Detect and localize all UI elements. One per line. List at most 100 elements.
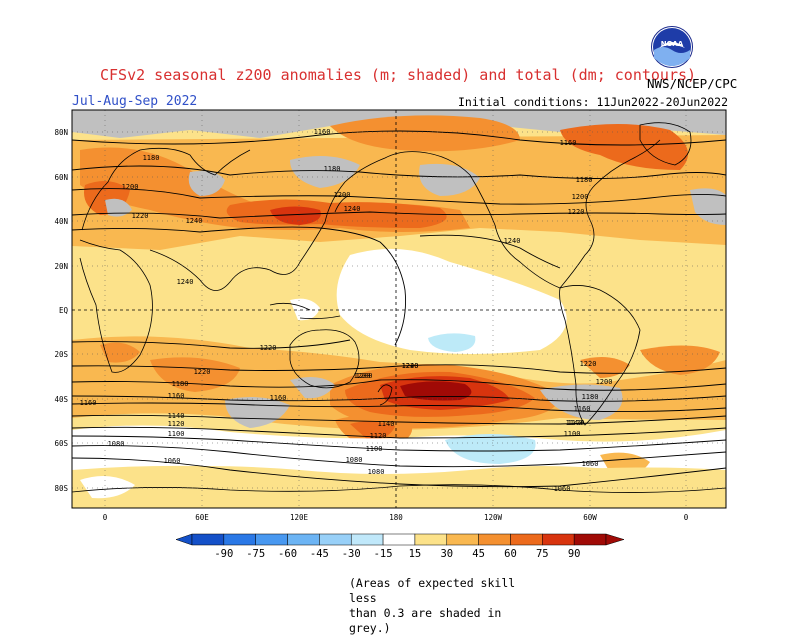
logo-bird <box>659 42 685 48</box>
contour-label: 1240 <box>402 362 419 370</box>
contour-label: 1100 <box>366 445 383 453</box>
colorbar-swatch <box>223 533 256 546</box>
shading-grey-sh-3 <box>290 376 335 399</box>
colorbar-label: 30 <box>440 548 453 560</box>
contour-label: 1200 <box>334 191 351 199</box>
contour-label: 1060 <box>582 460 599 468</box>
contour-label: 1200 <box>354 372 371 380</box>
caption-line-1: (Areas of expected skill less <box>349 576 516 605</box>
colorbar-label: -75 <box>246 548 265 560</box>
colorbar-swatch <box>287 533 320 546</box>
contour-label: 1160 <box>168 392 185 400</box>
lon-label: 180 <box>389 513 403 522</box>
contour-label: 1180 <box>324 165 341 173</box>
contour-label: 1120 <box>568 419 585 427</box>
contour-1220-nh <box>72 211 726 219</box>
contour-label: 1180 <box>582 393 599 401</box>
contour-label: 1120 <box>370 432 387 440</box>
contour-label: 1220 <box>132 212 149 220</box>
lat-label: 80S <box>54 484 68 493</box>
colorbar-swatch <box>510 533 543 546</box>
shading-tropic-cool <box>428 333 476 352</box>
anomaly-map: 1160 1180 1200 1220 1240 1240 1180 1160 1180 1200… <box>54 109 727 560</box>
shading-antarctic <box>72 465 726 508</box>
contour-label: 1200 <box>122 183 139 191</box>
contour-1080-sh <box>72 445 726 468</box>
colorbar-label: -90 <box>214 548 233 560</box>
coast-s-america <box>559 285 641 426</box>
contour-label: 1240 <box>186 217 203 225</box>
shading-sp-dark <box>400 381 472 401</box>
lat-label: 20N <box>54 262 68 271</box>
colorbar-label: 45 <box>472 548 485 560</box>
coast-africa <box>79 239 153 373</box>
contour-1160-sh <box>72 402 726 413</box>
contour-label: 1240 <box>344 205 361 213</box>
colorbar-swatch <box>414 533 448 546</box>
contour-label: 1200 <box>356 372 373 380</box>
contour-label: 1220 <box>260 344 277 352</box>
lat-labels: 80N 60N 40N 20N EQ 20S 40S 60S 80S <box>54 128 68 493</box>
contour-label: 1200 <box>596 378 613 386</box>
contour-1140-sh <box>72 414 726 425</box>
lat-label: 20S <box>54 350 68 359</box>
agency-label: NWS/NCEP/CPC <box>647 76 738 91</box>
colorbar-swatch <box>478 533 511 546</box>
shading-asia-dark <box>270 206 321 225</box>
colorbar-label: -45 <box>310 548 329 560</box>
contour-label: 1080 <box>368 468 385 476</box>
map-shading <box>72 110 726 508</box>
coast-asia <box>149 151 421 291</box>
shading-sh-deep-2 <box>100 342 140 363</box>
colorbar-label: 90 <box>568 548 581 560</box>
period-label: Jul-Aug-Sep 2022 <box>72 94 198 109</box>
shading-grey-nh-3 <box>419 163 480 196</box>
colorbar <box>175 533 625 546</box>
colorbar-label: 75 <box>536 548 549 560</box>
colorbar-label: 15 <box>409 548 422 560</box>
contour-label: 1160 <box>80 399 97 407</box>
contour-label: 1140 <box>378 420 395 428</box>
contour-labels: 1160 1180 1200 1220 1240 1240 1180 1160 1180 1200… <box>80 128 613 493</box>
contour-1100-sh <box>72 435 726 452</box>
contour-label: 1060 <box>164 457 181 465</box>
shading-grey-nh-2 <box>290 156 360 188</box>
map-frame <box>71 109 727 509</box>
contour-1180-nh <box>72 165 726 179</box>
lon-label: 120W <box>484 513 503 522</box>
contour-1060-sh <box>72 457 726 488</box>
shading-sh-deep-1 <box>150 357 240 392</box>
contour-label: 1140 <box>566 419 583 427</box>
colorbar-arrow-right <box>605 533 625 546</box>
contour-label: 1180 <box>576 176 593 184</box>
colorbar-label: -60 <box>278 548 297 560</box>
shading-arctic-deep-2 <box>560 124 688 170</box>
coast-australia <box>289 329 360 389</box>
contour-label: 1180 <box>172 380 189 388</box>
colorbar-label: -15 <box>374 548 393 560</box>
contour-label: 1240 <box>177 278 194 286</box>
contour-label: 1220 <box>580 360 597 368</box>
contour-label: 1060 <box>554 485 571 493</box>
colorbar-swatch <box>319 533 352 546</box>
contour-label: 1220 <box>194 368 211 376</box>
lon-label: 60W <box>583 513 597 522</box>
colorbar-label: 60 <box>504 548 517 560</box>
shading-sh-cool <box>445 434 536 464</box>
shading-tropic-white <box>336 248 567 354</box>
lon-label: 0 <box>684 513 689 522</box>
shading-sp-south-2 <box>350 421 395 440</box>
contour-label: 1080 <box>108 440 125 448</box>
coast-n-america <box>419 139 661 289</box>
lat-label: 80N <box>54 128 68 137</box>
shading-grey-nh-4 <box>690 188 726 225</box>
shading-antarctic-white <box>80 476 135 499</box>
reference-lines <box>72 110 726 508</box>
contour-1220-sh <box>72 364 726 374</box>
map-title: CFSv2 seasonal z200 anomalies (m; shaded… <box>100 66 697 84</box>
shading-sh-deep-3 <box>640 345 720 375</box>
caption-line-2: than 0.3 are shaded in grey.) <box>349 606 502 635</box>
lon-label: 0 <box>103 513 108 522</box>
contour-label: 1120 <box>168 420 185 428</box>
contour-1240-sh <box>72 339 351 349</box>
